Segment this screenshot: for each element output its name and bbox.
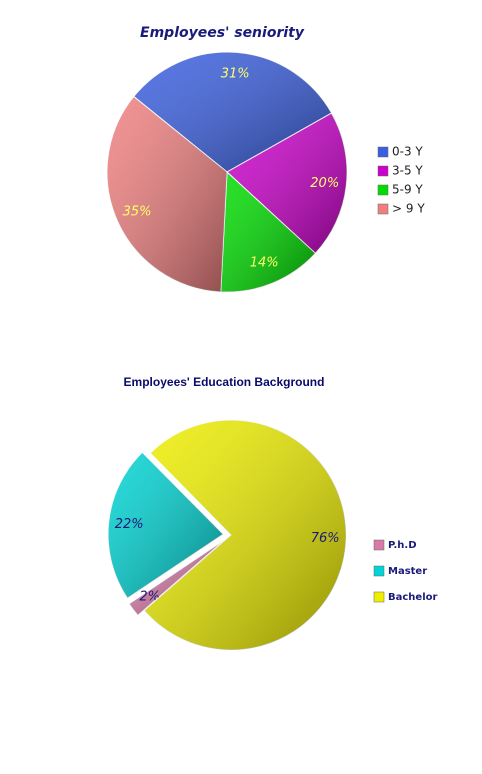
slice-shade	[220, 172, 316, 292]
slice-shade	[108, 452, 224, 599]
legend-swatch	[377, 165, 389, 177]
legend-label: 0-3 Y	[392, 145, 423, 159]
data-label: 31%	[221, 66, 250, 81]
data-label: 35%	[123, 205, 152, 220]
legend-label: Master	[388, 566, 427, 577]
slice-shade	[144, 420, 346, 650]
legend-swatch	[373, 591, 385, 603]
legend-swatch	[373, 539, 385, 551]
chart-title: Employees' Education Background	[124, 375, 325, 389]
legend-swatch	[377, 184, 389, 196]
data-label: 22%	[115, 517, 144, 532]
slice-shade	[106, 96, 227, 292]
legend-swatch	[377, 203, 389, 215]
legend-label: 3-5 Y	[392, 164, 423, 178]
legend-swatch	[373, 565, 385, 577]
legend-label: P.h.D	[388, 540, 417, 551]
slice-shade	[129, 539, 225, 616]
slice-shade	[227, 113, 347, 254]
legend-label: > 9 Y	[392, 202, 425, 216]
data-label: 20%	[310, 176, 339, 191]
slice-shade	[133, 51, 332, 173]
legend-label: 5-9 Y	[392, 183, 423, 197]
data-label: 76%	[311, 531, 340, 546]
data-label: 14%	[250, 256, 279, 271]
legend-label: Bachelor	[388, 592, 437, 603]
legend-swatch	[377, 146, 389, 158]
chart-title: Employees' seniority	[140, 25, 305, 41]
